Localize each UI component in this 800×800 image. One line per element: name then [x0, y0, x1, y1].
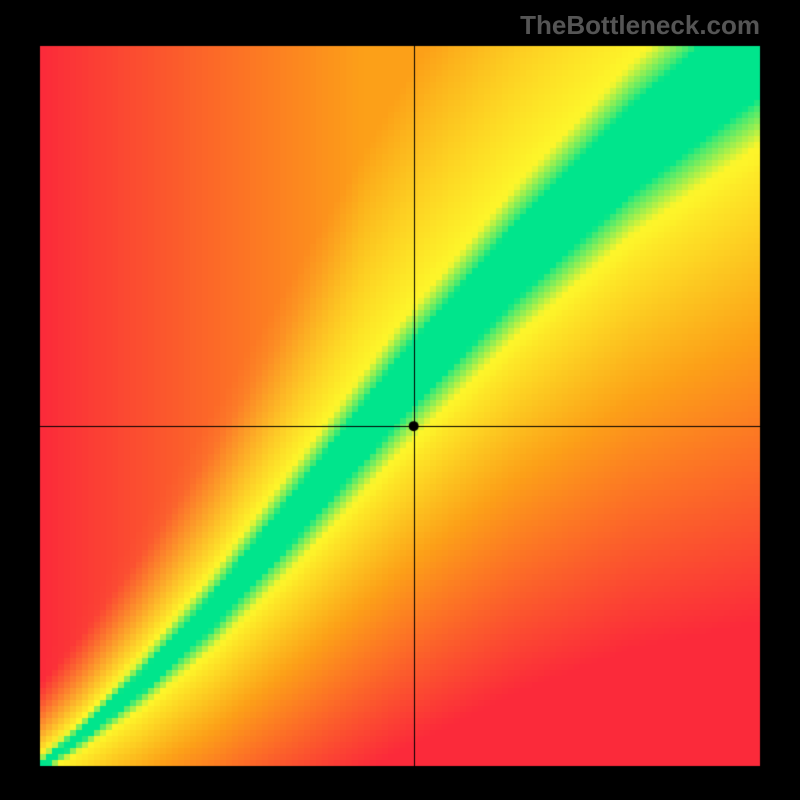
watermark-text: TheBottleneck.com [520, 10, 760, 41]
bottleneck-heatmap [0, 0, 800, 800]
